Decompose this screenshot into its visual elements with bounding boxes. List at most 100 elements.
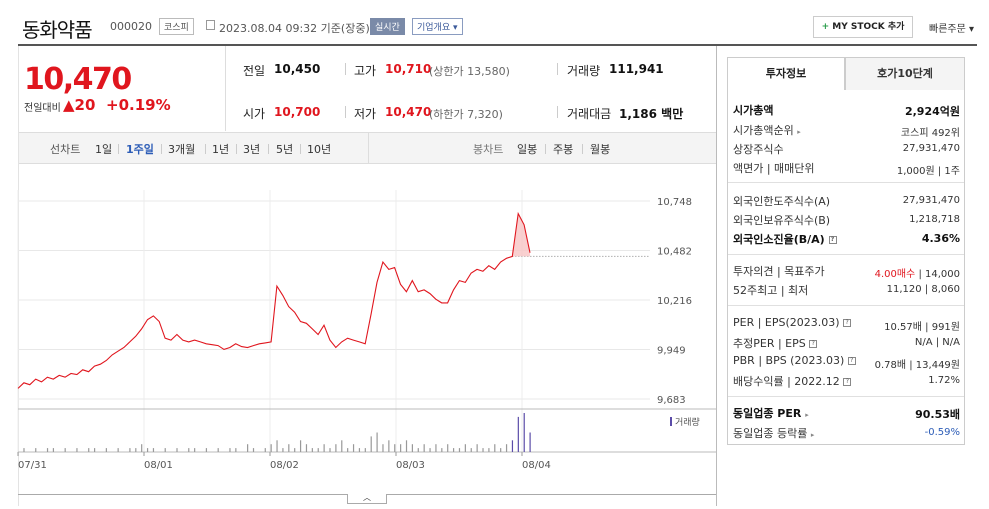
volume-bar bbox=[305, 444, 308, 452]
divider bbox=[300, 144, 301, 154]
sector-change-label[interactable]: 동일업종 등락률 ▸ bbox=[733, 425, 814, 441]
listed-shares-label: 상장주식수 bbox=[733, 143, 784, 156]
market-cap-label: 시가총액 bbox=[733, 104, 774, 117]
help-icon: ? bbox=[843, 378, 852, 386]
volume-bar bbox=[464, 444, 466, 452]
volume-bar bbox=[517, 416, 519, 452]
volume-bar bbox=[46, 448, 49, 452]
low-label: 저가 bbox=[354, 107, 377, 121]
volume-bar bbox=[264, 448, 266, 452]
triangle-right-icon: ▸ bbox=[805, 411, 809, 419]
tab-invest-info[interactable]: 투자정보 bbox=[727, 57, 845, 91]
volume-bar bbox=[382, 444, 384, 452]
volume-bar bbox=[435, 444, 437, 452]
market-cap-rank-label[interactable]: 시가총액순위 ▸ bbox=[733, 122, 801, 138]
price-line bbox=[17, 211, 531, 389]
sector-change-value: -0.59% bbox=[924, 427, 960, 438]
volume-bar bbox=[276, 440, 278, 452]
volume-bar bbox=[35, 448, 37, 452]
quick-order-button[interactable]: 빠른주문 ▾ bbox=[929, 20, 974, 35]
foreign-ratio-text: 외국인소진율(B/A) bbox=[733, 233, 825, 246]
52w-value: 11,120 | 8,060 bbox=[886, 284, 960, 295]
realtime-badge[interactable]: 실시간 bbox=[370, 18, 405, 35]
corp-info-dropdown[interactable]: 기업개요 ▾ bbox=[412, 18, 463, 35]
my-stock-add-button[interactable]: + MY STOCK 추가 bbox=[813, 16, 913, 38]
est-per-label[interactable]: 추정PER | EPS ? bbox=[733, 335, 818, 351]
triangle-right-icon: ▸ bbox=[797, 128, 801, 136]
divider bbox=[557, 63, 558, 75]
price-chart[interactable]: 10,748 10,482 10,216 9,949 9,683 07/31 08/01 08… bbox=[0, 0, 716, 509]
volume-bar bbox=[164, 448, 166, 452]
pbr-bps-label[interactable]: PBR | BPS (2023.03) ? bbox=[733, 354, 856, 367]
volume-bar bbox=[288, 444, 290, 452]
tab-bar-divider bbox=[368, 133, 369, 163]
per-eps-text: PER | EPS(2023.03) bbox=[733, 316, 840, 329]
volume-bar bbox=[352, 444, 355, 452]
foreign-ratio-label[interactable]: 외국인소진율(B/A) ? bbox=[733, 231, 837, 247]
volume-bar bbox=[511, 440, 514, 452]
candle-tab-daily[interactable]: 일봉 bbox=[517, 143, 538, 156]
period-tab-5y[interactable]: 5년 bbox=[276, 143, 294, 156]
volume-bar bbox=[105, 448, 107, 452]
volume-bar bbox=[247, 444, 249, 452]
volume-bar bbox=[488, 448, 490, 452]
candle-tab-weekly[interactable]: 주봉 bbox=[553, 143, 574, 156]
volume-bar bbox=[329, 448, 331, 452]
chart-collapse-handle[interactable]: ︿ bbox=[347, 494, 387, 504]
tab-order-book[interactable]: 호가10단계 bbox=[845, 57, 965, 91]
period-tab-3y[interactable]: 3년 bbox=[243, 143, 261, 156]
dividend-value: 1.72% bbox=[928, 375, 960, 386]
divider bbox=[545, 144, 546, 154]
volume-bar bbox=[229, 448, 231, 452]
period-tab-3m[interactable]: 3개월 bbox=[168, 143, 196, 156]
period-tab-1d[interactable]: 1일 bbox=[95, 143, 113, 156]
prev-close-value: 10,450 bbox=[274, 62, 321, 76]
help-icon: ? bbox=[809, 340, 818, 348]
volume-bar bbox=[194, 448, 196, 452]
divider bbox=[582, 144, 583, 154]
per-eps-label[interactable]: PER | EPS(2023.03) ? bbox=[733, 316, 852, 329]
volume-bar bbox=[411, 444, 413, 452]
52w-label: 52주최고 | 최저 bbox=[733, 284, 809, 297]
prev-close-label: 전일 bbox=[243, 64, 266, 78]
today-fill bbox=[512, 213, 530, 257]
market-cap-value: 2,924억원 bbox=[904, 105, 960, 118]
market-badge: 코스피 bbox=[159, 18, 194, 35]
y-tick-label: 10,216 bbox=[657, 296, 692, 307]
chevron-down-icon: ▾ bbox=[969, 24, 975, 35]
divider bbox=[728, 182, 964, 183]
plus-icon: + bbox=[821, 22, 830, 32]
chart-tab-bar bbox=[18, 132, 716, 164]
volume-bar bbox=[405, 440, 408, 452]
lower-limit: (하한가 7,320) bbox=[429, 108, 503, 121]
volume-bar bbox=[347, 448, 349, 452]
amount-label: 거래대금 bbox=[567, 107, 612, 121]
divider bbox=[161, 144, 162, 154]
volume-bar bbox=[417, 448, 419, 452]
chevron-up-icon: ︿ bbox=[363, 493, 371, 502]
period-tab-10y[interactable]: 10년 bbox=[307, 143, 332, 156]
volume-bar bbox=[141, 444, 143, 452]
change-label: 전일대비 bbox=[24, 103, 61, 114]
candle-tab-monthly[interactable]: 월봉 bbox=[590, 143, 611, 156]
period-tab-1w[interactable]: 1주일 bbox=[126, 143, 154, 156]
volume-bar bbox=[341, 440, 343, 452]
divider bbox=[268, 144, 269, 154]
dividend-label[interactable]: 배당수익률 | 2022.12 ? bbox=[733, 373, 852, 389]
target-price: | 14,000 bbox=[918, 269, 960, 280]
period-tab-1y[interactable]: 1년 bbox=[212, 143, 230, 156]
par-value-value: 1,000원 | 1주 bbox=[896, 166, 960, 177]
current-price: 10,470 bbox=[24, 62, 132, 97]
opinion-label: 투자의견 | 목표주가 bbox=[733, 265, 825, 278]
est-per-value: N/A | N/A bbox=[914, 337, 960, 348]
help-icon: ? bbox=[828, 236, 837, 244]
foreign-holding-value: 1,218,718 bbox=[909, 214, 960, 225]
sector-per-label[interactable]: 동일업종 PER ▸ bbox=[733, 405, 809, 421]
volume-bar bbox=[429, 448, 431, 452]
volume-bar bbox=[447, 444, 449, 452]
my-stock-label: MY STOCK 추가 bbox=[832, 22, 905, 32]
foreign-ratio-value: 4.36% bbox=[921, 232, 960, 245]
volume-bar bbox=[476, 444, 478, 452]
volume-bar bbox=[129, 448, 131, 452]
est-per-text: 추정PER | EPS bbox=[733, 337, 806, 350]
